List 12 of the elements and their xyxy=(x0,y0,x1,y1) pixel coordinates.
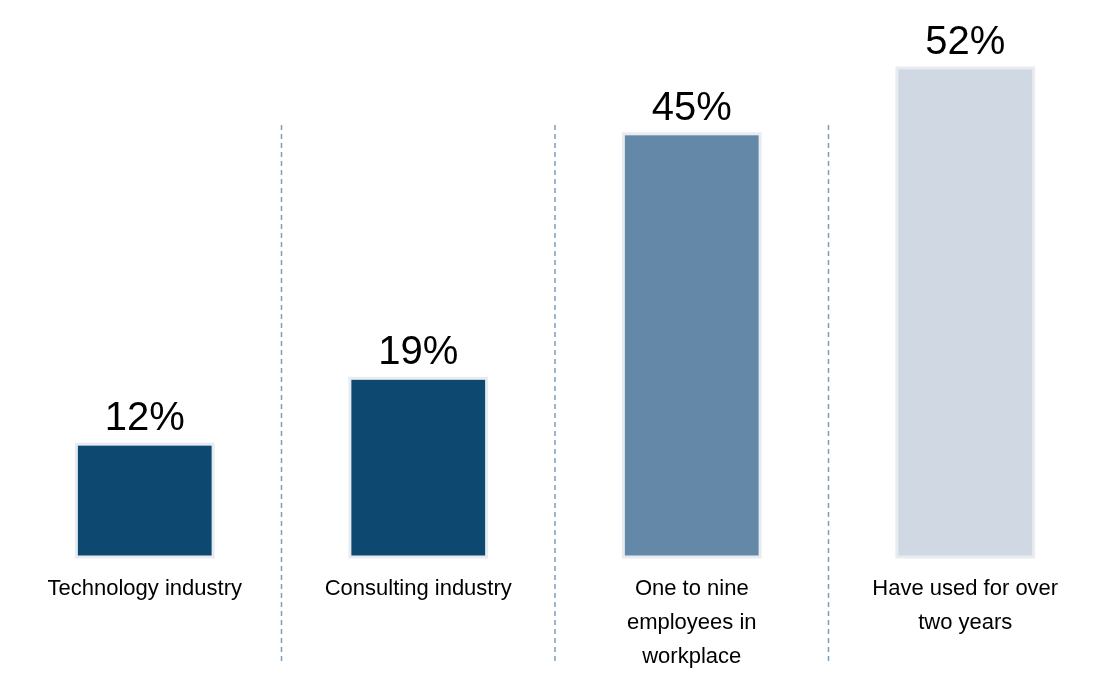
data-label: 52% xyxy=(925,18,1006,62)
data-label: 12% xyxy=(104,394,185,439)
x-tick-label: Have used for over two years xyxy=(872,575,1059,634)
x-tick-label: Consulting industry xyxy=(324,575,512,600)
x-tick-label: Technology industry xyxy=(47,575,242,600)
bar xyxy=(895,66,1036,559)
bar xyxy=(621,132,762,559)
x-tick-label: One to nine employees in workplace xyxy=(626,575,757,668)
data-label: 45% xyxy=(651,83,732,128)
data-label: 19% xyxy=(378,328,459,373)
bar xyxy=(74,442,215,559)
bar xyxy=(348,376,489,559)
